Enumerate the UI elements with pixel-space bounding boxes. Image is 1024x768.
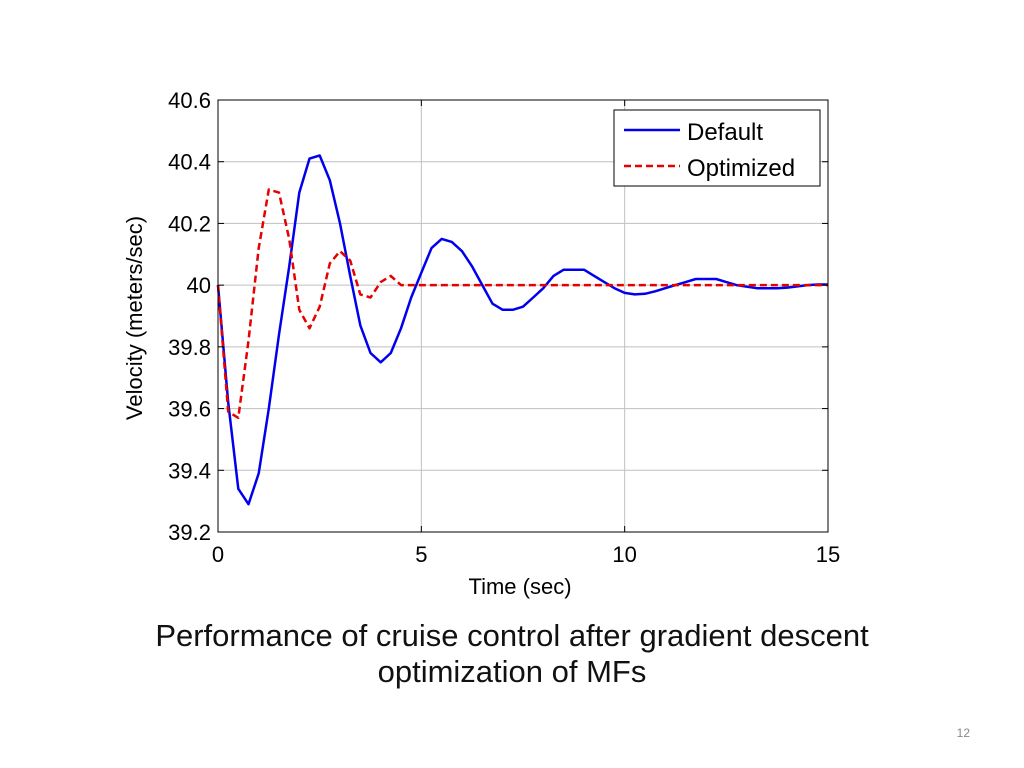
y-tick-label: 40.2 xyxy=(168,211,211,236)
y-tick-label: 40.6 xyxy=(168,88,211,113)
y-axis-label: Velocity (meters/sec) xyxy=(122,216,147,420)
x-axis-label: Time (sec) xyxy=(468,574,571,599)
slide-number: 12 xyxy=(956,726,970,740)
slide-caption: Performance of cruise control after grad… xyxy=(0,618,1024,690)
caption-line-1: Performance of cruise control after grad… xyxy=(155,618,869,653)
legend-box xyxy=(613,109,821,187)
series-lines xyxy=(216,154,828,506)
x-tick-label: 0 xyxy=(212,542,224,567)
legend-label-default: Default xyxy=(687,119,763,146)
legend-label-optimized: Optimized xyxy=(687,155,795,182)
x-tick-label: 10 xyxy=(612,542,636,567)
y-tick-label: 39.6 xyxy=(168,397,211,422)
y-tick-label: 40 xyxy=(187,273,211,298)
y-tick-label: 39.2 xyxy=(168,520,211,545)
y-tick-label: 40.4 xyxy=(168,150,211,175)
y-tick-label: 39.8 xyxy=(168,335,211,360)
velocity-chart: 0 5 10 15 39.2 39.4 39.6 39.8 40 40.2 40.4 40.6 Tim… xyxy=(122,88,840,599)
plot-frame xyxy=(217,99,829,533)
series-line-default xyxy=(216,154,828,506)
caption-line-2: optimization of MFs xyxy=(377,654,647,689)
axis-ticks: 0 5 10 15 39.2 39.4 39.6 39.8 40 40.2 40.4 40.6 xyxy=(168,88,840,567)
legend: Default Optimized xyxy=(613,109,821,187)
x-tick-label: 5 xyxy=(415,542,427,567)
y-tick-label: 39.4 xyxy=(168,458,211,483)
series-line-optimized xyxy=(216,188,828,420)
x-tick-label: 15 xyxy=(816,542,840,567)
